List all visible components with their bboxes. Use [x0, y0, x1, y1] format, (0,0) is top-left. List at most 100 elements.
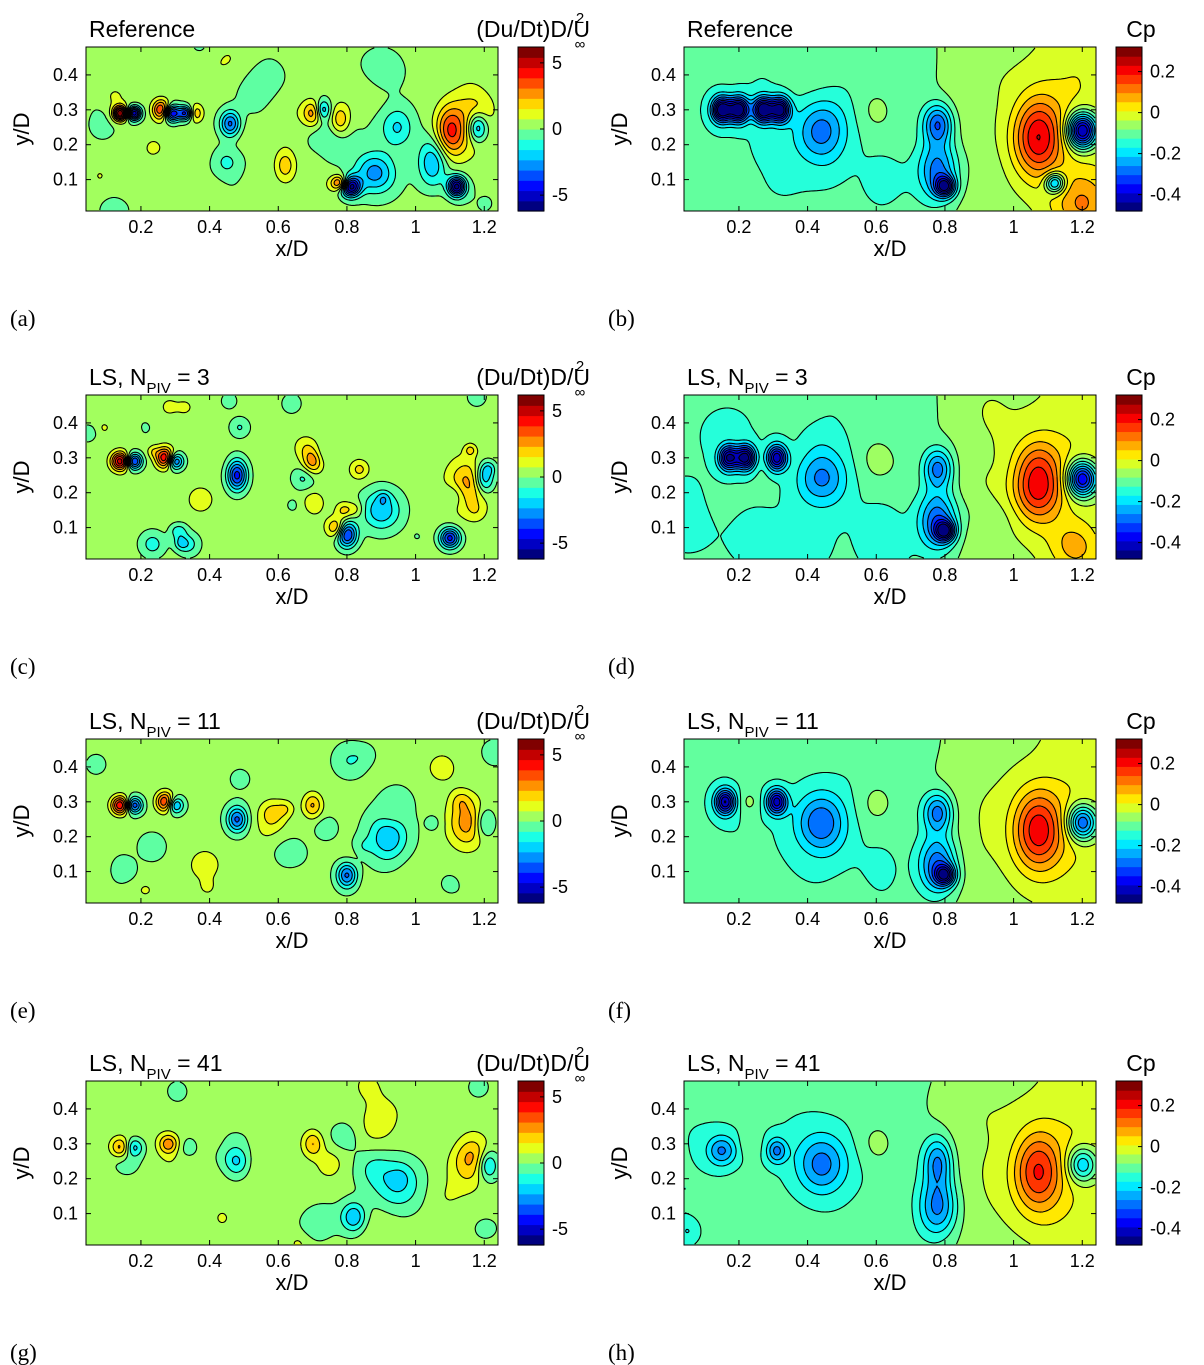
colorbar-band — [518, 88, 544, 99]
colorbar-band — [1116, 467, 1142, 478]
y-tick-label: 0.3 — [53, 1134, 78, 1154]
colorbar-tick-label: -0.2 — [1150, 836, 1181, 856]
colorbar-band — [1116, 531, 1142, 542]
colorbar-tick-label: 0.2 — [1150, 754, 1175, 774]
colorbar-tick-label: 5 — [552, 1087, 562, 1107]
x-tick-label: 1.2 — [1070, 565, 1095, 585]
colorbar-band — [1116, 1190, 1142, 1201]
colorbar-label-sub: ∞ — [575, 384, 586, 401]
y-tick-label: 0.1 — [651, 170, 676, 190]
colorbar-band — [518, 395, 544, 406]
contour-lines — [699, 47, 1096, 211]
colorbar-tick-label: -0.2 — [1150, 492, 1181, 512]
colorbar-band — [1116, 101, 1142, 112]
x-tick-label: 1.2 — [472, 909, 497, 929]
colorbar-tick-label: 0 — [552, 119, 562, 139]
colorbar-tick-label: -5 — [552, 533, 568, 553]
contour-lines — [86, 739, 498, 897]
colorbar-tick-label: 0 — [1150, 451, 1160, 471]
y-axis-label: y/D — [9, 805, 34, 838]
panel-title: Reference — [89, 16, 195, 42]
colorbar-band — [518, 1091, 544, 1103]
colorbar-band — [518, 47, 544, 58]
colorbar-band — [518, 507, 544, 519]
colorbar-frame — [1115, 394, 1143, 560]
colorbar-band — [1116, 440, 1142, 451]
colorbar: 0.2 0 -0.2 -0.4 Cp — [1115, 16, 1181, 212]
x-axis-label: x/D — [276, 236, 309, 261]
colorbar-tick-label: 0.2 — [1150, 410, 1175, 430]
colorbar-band — [518, 739, 544, 750]
panel-c: 0.2 0.4 0.6 0.8 1 1.2 0.1 0.2 0.3 0.4 x/D y/D LS, NP… — [9, 358, 590, 679]
colorbar-band — [1116, 192, 1142, 203]
colorbar-band — [1116, 422, 1142, 433]
x-tick-label: 1.2 — [1070, 909, 1095, 929]
x-tick-label: 0.2 — [726, 909, 751, 929]
y-tick-label: 0.1 — [651, 1204, 676, 1224]
colorbar-band — [518, 528, 544, 540]
colorbar-band — [518, 149, 544, 161]
x-axis-label: x/D — [874, 1270, 907, 1295]
field-image — [86, 395, 498, 559]
field-image — [684, 47, 1096, 211]
colorbar-band — [518, 487, 544, 499]
colorbar-band — [1116, 1172, 1142, 1182]
y-tick-label: 0.2 — [651, 135, 676, 155]
colorbar-band — [518, 790, 544, 802]
colorbar-band — [1116, 129, 1142, 139]
colorbar-band — [518, 1234, 544, 1246]
colorbar-label: Cp — [1126, 1050, 1155, 1076]
x-tick-label: 0.8 — [334, 909, 359, 929]
x-tick-label: 0.2 — [726, 565, 751, 585]
panel-caption: (a) — [10, 306, 36, 331]
panel-b: 0.2 0.4 0.6 0.8 1 1.2 0.1 0.2 0.3 0.4 x/D y/D Refere… — [607, 16, 1181, 331]
y-tick-label: 0.4 — [53, 413, 78, 433]
colorbar-band — [1116, 1081, 1142, 1091]
y-axis-label: y/D — [9, 461, 34, 494]
colorbar-band — [518, 1204, 544, 1215]
colorbar-label-sub: ∞ — [575, 36, 586, 53]
panel-title: Reference — [687, 16, 793, 42]
x-tick-label: 1 — [1009, 1251, 1019, 1271]
plot-frame — [85, 46, 499, 212]
colorbar-band — [518, 129, 544, 140]
panel-caption: (d) — [608, 654, 635, 679]
colorbar-band — [1116, 513, 1142, 524]
colorbar-band — [518, 1142, 544, 1154]
panel-caption: (e) — [10, 998, 36, 1023]
contour-lines — [107, 1081, 498, 1245]
colorbar-band — [1116, 839, 1142, 849]
y-tick-label: 0.2 — [53, 135, 78, 155]
colorbar-band — [1116, 413, 1142, 423]
colorbar-band — [518, 1132, 544, 1144]
colorbar-band — [1116, 1217, 1142, 1228]
colorbar-band — [518, 1224, 544, 1236]
colorbar-band — [1116, 449, 1142, 460]
colorbar-band — [518, 1101, 544, 1113]
x-tick-label: 0.6 — [266, 217, 291, 237]
field-image — [86, 739, 498, 903]
colorbar-band — [1116, 893, 1142, 904]
colorbar-tick-label: -0.4 — [1150, 1219, 1181, 1239]
y-tick-label: 0.3 — [651, 100, 676, 120]
colorbar-band — [518, 57, 544, 69]
colorbar-band — [1116, 458, 1142, 469]
colorbar-band — [1116, 110, 1142, 121]
y-tick-label: 0.1 — [651, 862, 676, 882]
x-tick-label: 0.4 — [197, 1251, 222, 1271]
colorbar-band — [518, 810, 544, 822]
colorbar-band — [518, 190, 544, 202]
x-tick-label: 1 — [1009, 565, 1019, 585]
y-tick-label: 0.4 — [651, 65, 676, 85]
panel-a: 0.2 0.4 0.6 0.8 1 1.2 0.1 0.2 0.3 0.4 x/D y/D Refere… — [9, 10, 590, 331]
colorbar: 5 0 -5 (Du/Dt)D/U2 ∞ — [476, 10, 590, 212]
colorbar-band — [1116, 1153, 1142, 1164]
colorbar-label: (Du/Dt)D/U — [476, 1050, 590, 1076]
x-tick-label: 0.4 — [197, 565, 222, 585]
y-tick-label: 0.4 — [53, 1099, 78, 1119]
y-axis-label: y/D — [9, 1147, 34, 1180]
colorbar: 5 0 -5 (Du/Dt)D/U2 ∞ — [476, 358, 590, 560]
panel-caption: (h) — [608, 1340, 635, 1365]
colorbar-band — [518, 841, 544, 853]
